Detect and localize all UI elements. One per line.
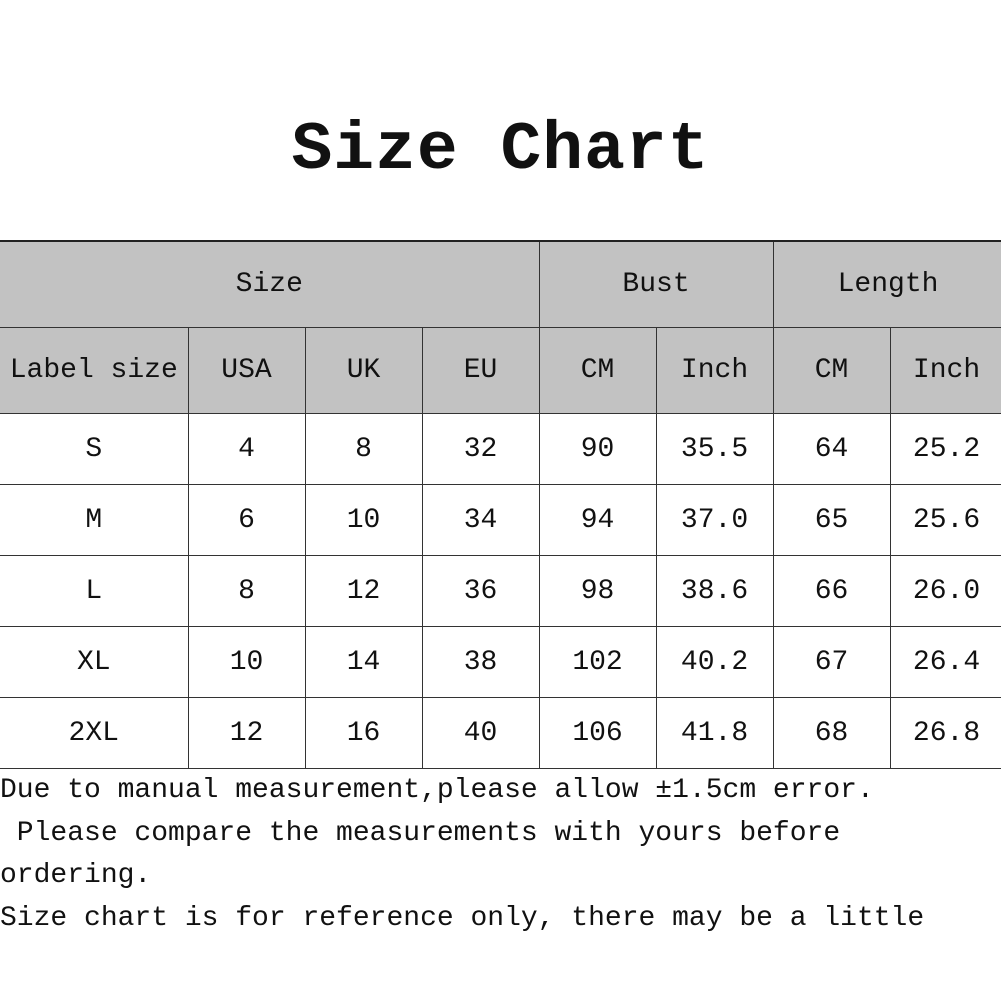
table-cell: 94 [538, 484, 657, 556]
table-cell: 41.8 [655, 697, 774, 769]
table-cell: 6 [187, 484, 306, 556]
page-title: Size Chart [291, 112, 710, 189]
table-cell: L [0, 555, 189, 627]
column-header: UK [304, 327, 423, 414]
sub-header-row: Label size USA UK EU CM Inch CM Inch [0, 327, 1001, 414]
column-header: CM [772, 327, 891, 414]
table-cell: 10 [187, 626, 306, 698]
table-cell: 98 [538, 555, 657, 627]
table-cell: 10 [304, 484, 423, 556]
table-cell: S [0, 413, 189, 485]
table-cell: 38 [421, 626, 540, 698]
table-cell: 90 [538, 413, 657, 485]
table-cell: 4 [187, 413, 306, 485]
group-header-row: Size Bust Length [0, 240, 1001, 328]
table-cell: 25.6 [889, 484, 1001, 556]
table-cell: 65 [772, 484, 891, 556]
table-row: 2XL 12 16 40 106 41.8 68 26.8 [0, 697, 1001, 769]
table-row: S 4 8 32 90 35.5 64 25.2 [0, 413, 1001, 485]
table-cell: 36 [421, 555, 540, 627]
column-header: Inch [889, 327, 1001, 414]
table-cell: 66 [772, 555, 891, 627]
column-header: Inch [655, 327, 774, 414]
table-row: XL 10 14 38 102 40.2 67 26.4 [0, 626, 1001, 698]
table-cell: M [0, 484, 189, 556]
notes: Due to manual measurement,please allow ±… [0, 770, 924, 940]
group-header-bust: Bust [538, 240, 774, 328]
table-cell: 106 [538, 697, 657, 769]
table-cell: 16 [304, 697, 423, 769]
column-header: CM [538, 327, 657, 414]
group-header-size: Size [0, 240, 540, 328]
table-cell: 102 [538, 626, 657, 698]
table-cell: 40 [421, 697, 540, 769]
table-cell: 32 [421, 413, 540, 485]
table-cell: 26.4 [889, 626, 1001, 698]
table-cell: 38.6 [655, 555, 774, 627]
table-cell: 37.0 [655, 484, 774, 556]
note-line: ordering. [0, 860, 152, 891]
table-cell: 2XL [0, 697, 189, 769]
table-cell: 67 [772, 626, 891, 698]
table-cell: 35.5 [655, 413, 774, 485]
table-cell: 34 [421, 484, 540, 556]
table-cell: 40.2 [655, 626, 774, 698]
table-cell: 64 [772, 413, 891, 485]
column-header: Label size [0, 327, 189, 414]
table-cell: 26.0 [889, 555, 1001, 627]
note-line: Size chart is for reference only, there … [0, 902, 925, 934]
table-cell: XL [0, 626, 189, 698]
table-row: M 6 10 34 94 37.0 65 25.6 [0, 484, 1001, 556]
table-cell: 14 [304, 626, 423, 698]
table-cell: 25.2 [889, 413, 1001, 485]
table-cell: 8 [304, 413, 423, 485]
table-cell: 68 [772, 697, 891, 769]
group-header-length: Length [772, 240, 1001, 328]
column-header: EU [421, 327, 540, 414]
table-cell: 12 [187, 697, 306, 769]
table-cell: 26.8 [889, 697, 1001, 769]
table-row: L 8 12 36 98 38.6 66 26.0 [0, 555, 1001, 627]
note-line: Due to manual measurement,please allow ±… [0, 775, 874, 806]
note-line: Please compare the measurements with you… [0, 817, 841, 849]
table-cell: 12 [304, 555, 423, 627]
table-cell: 8 [187, 555, 306, 627]
column-header: USA [187, 327, 306, 414]
size-chart-table: Size Bust Length Label size USA UK EU CM Inch… [0, 240, 1001, 769]
